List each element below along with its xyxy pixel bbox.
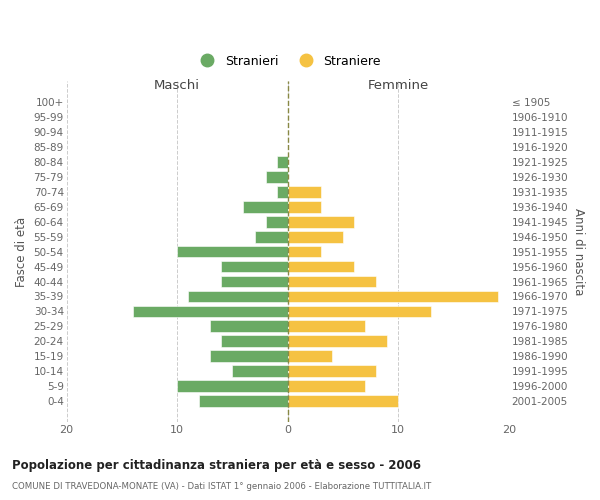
Bar <box>277 186 287 198</box>
Bar <box>287 246 321 258</box>
Bar <box>232 365 287 377</box>
Bar <box>266 171 287 183</box>
Bar <box>287 201 321 212</box>
Bar <box>287 216 354 228</box>
Bar <box>221 276 287 287</box>
Y-axis label: Anni di nascita: Anni di nascita <box>572 208 585 296</box>
Bar <box>287 290 498 302</box>
Text: Maschi: Maschi <box>154 79 200 92</box>
Legend: Stranieri, Straniere: Stranieri, Straniere <box>190 50 386 73</box>
Bar <box>177 380 287 392</box>
Bar <box>287 395 398 406</box>
Bar <box>133 306 287 317</box>
Bar <box>287 261 354 272</box>
Text: COMUNE DI TRAVEDONA-MONATE (VA) - Dati ISTAT 1° gennaio 2006 - Elaborazione TUTT: COMUNE DI TRAVEDONA-MONATE (VA) - Dati I… <box>12 482 431 491</box>
Bar <box>287 186 321 198</box>
Bar <box>254 231 287 242</box>
Bar <box>287 276 376 287</box>
Bar <box>287 380 365 392</box>
Bar <box>287 320 365 332</box>
Bar <box>221 261 287 272</box>
Bar <box>287 336 387 347</box>
Bar <box>188 290 287 302</box>
Bar <box>221 336 287 347</box>
Bar <box>244 201 287 212</box>
Bar <box>266 216 287 228</box>
Bar <box>199 395 287 406</box>
Bar <box>287 231 343 242</box>
Bar <box>287 306 431 317</box>
Bar <box>211 350 287 362</box>
Text: Femmine: Femmine <box>368 79 429 92</box>
Text: Popolazione per cittadinanza straniera per età e sesso - 2006: Popolazione per cittadinanza straniera p… <box>12 460 421 472</box>
Bar <box>287 350 332 362</box>
Y-axis label: Fasce di età: Fasce di età <box>15 216 28 286</box>
Bar <box>287 365 376 377</box>
Bar <box>177 246 287 258</box>
Bar <box>211 320 287 332</box>
Bar <box>277 156 287 168</box>
